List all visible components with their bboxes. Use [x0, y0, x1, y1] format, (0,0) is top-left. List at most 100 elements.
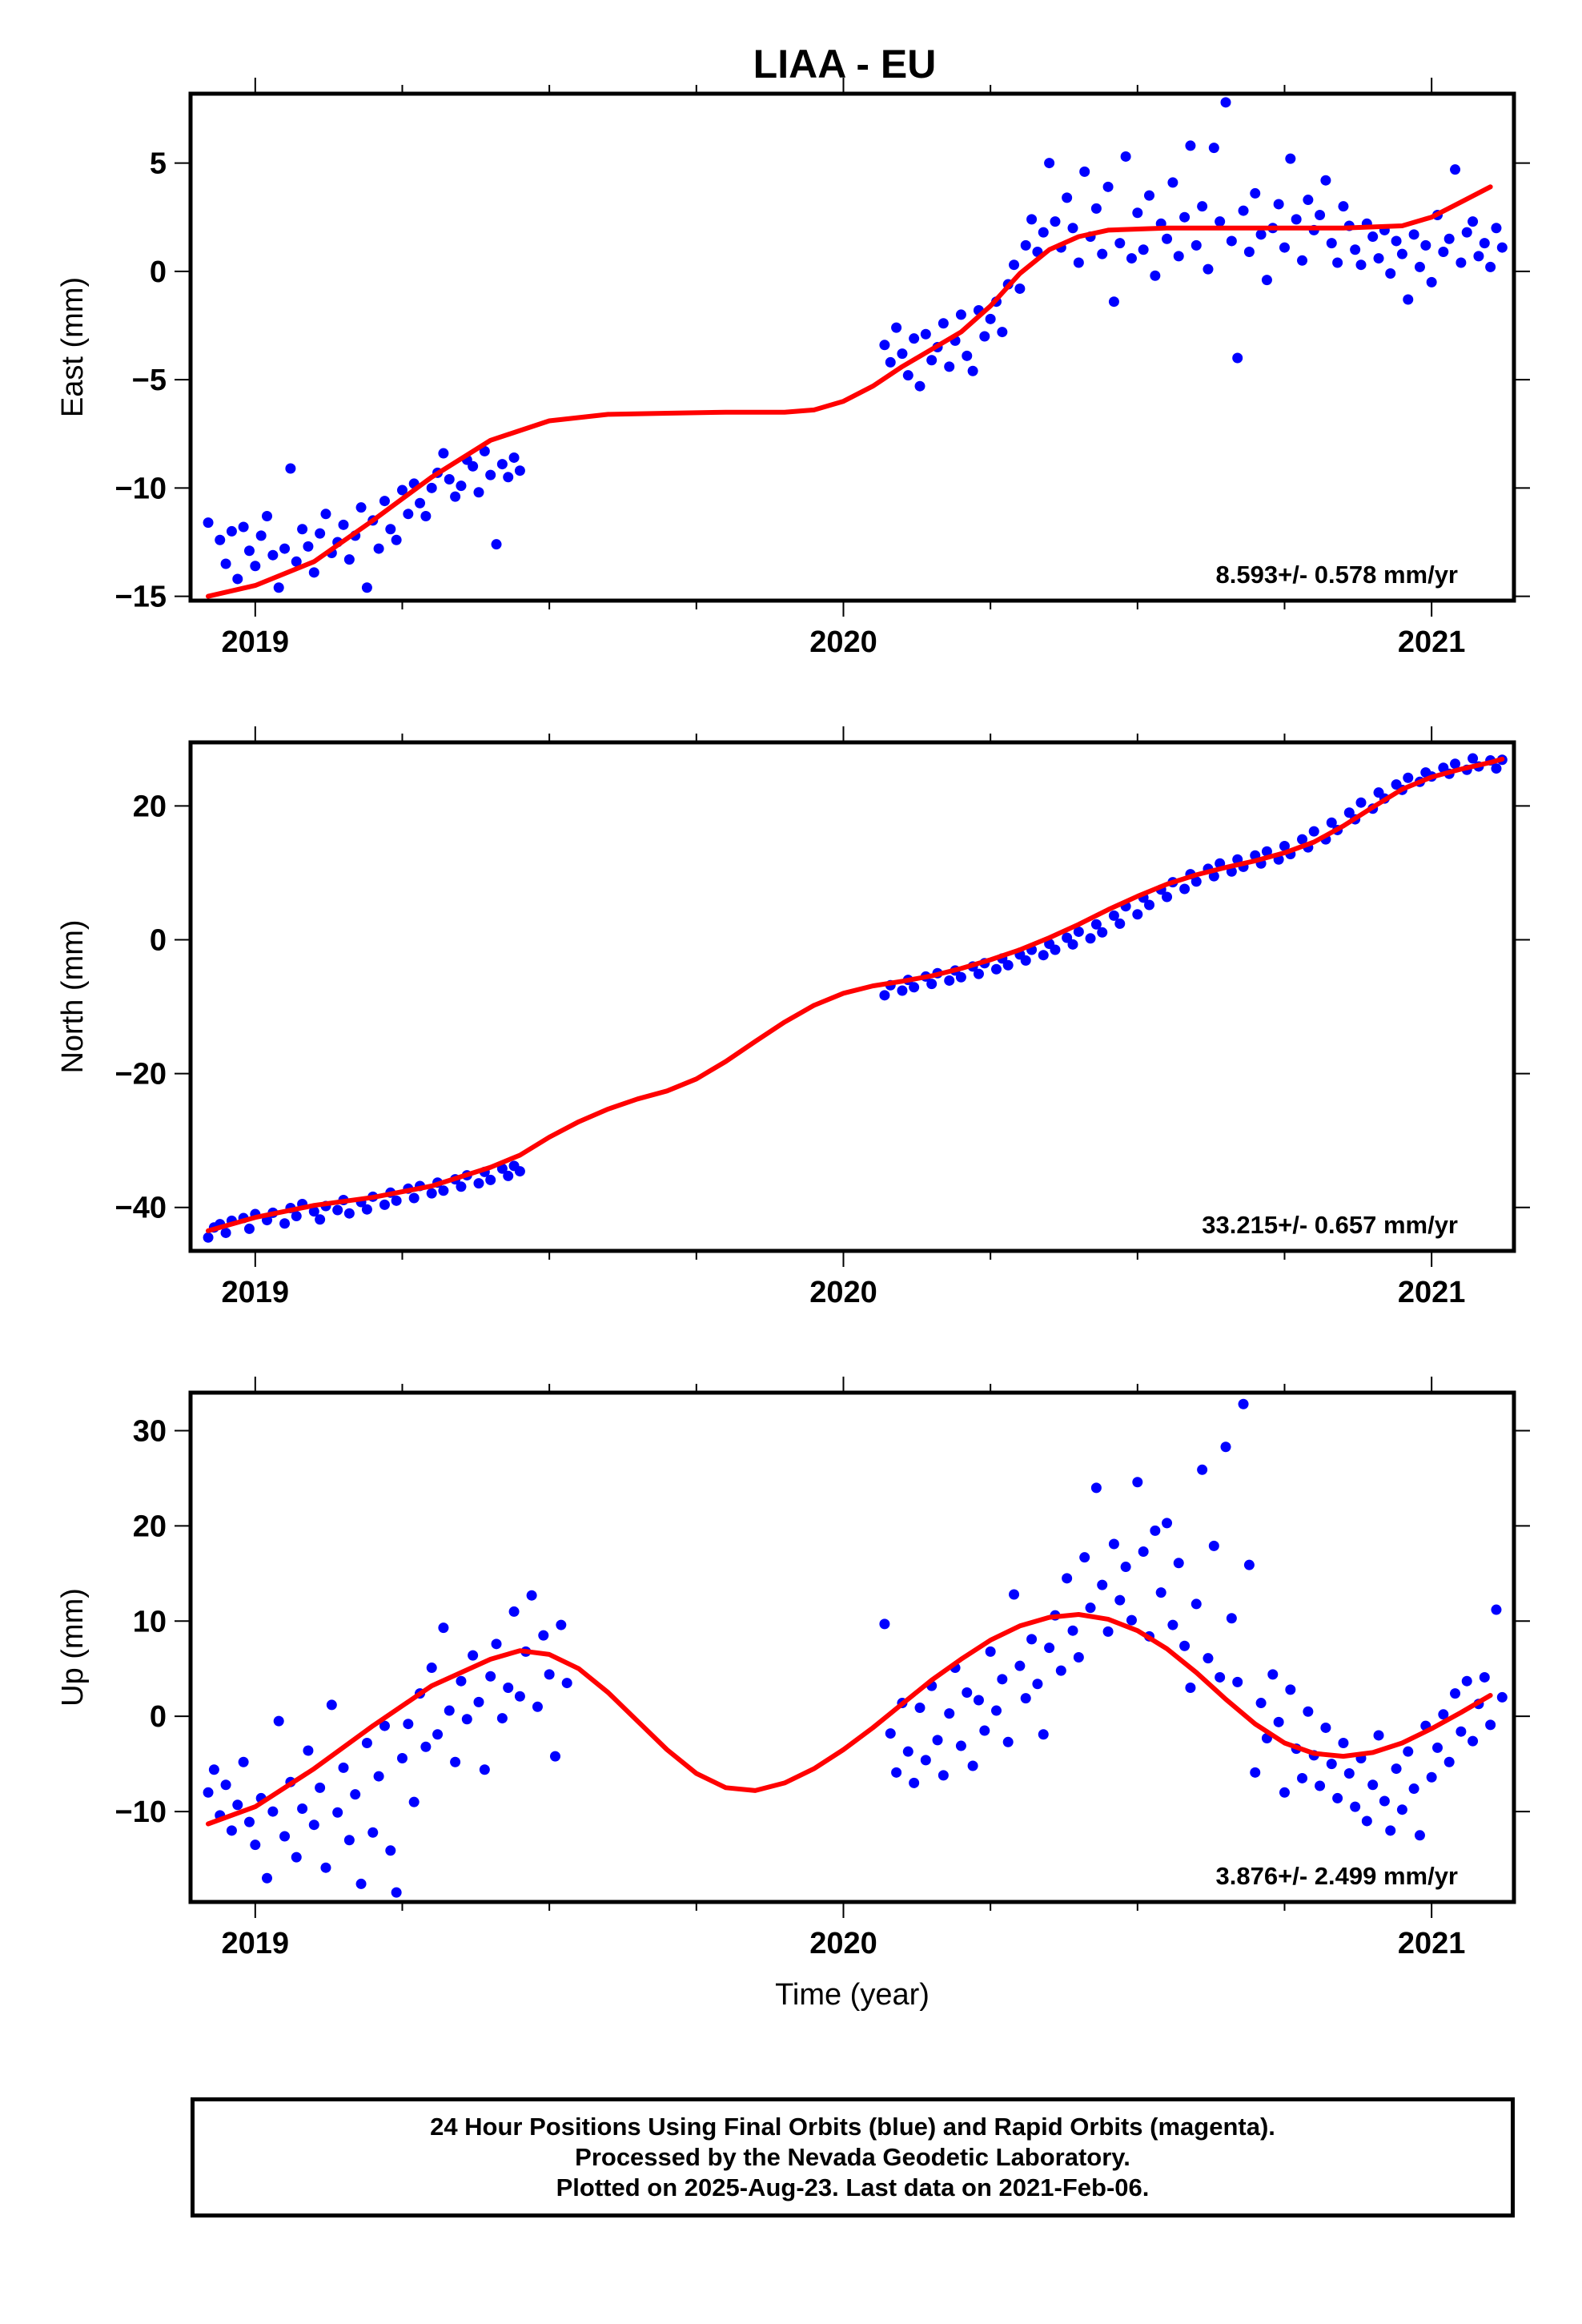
- data-point: [1085, 1602, 1096, 1614]
- data-point: [1297, 255, 1308, 266]
- data-point: [1355, 259, 1367, 271]
- x-tick-label: 2019: [222, 1276, 290, 1309]
- data-point: [297, 1803, 308, 1814]
- data-point: [1226, 1613, 1237, 1624]
- data-point: [979, 1725, 990, 1736]
- data-point: [1308, 826, 1319, 837]
- data-point: [926, 979, 938, 990]
- data-point: [320, 509, 331, 520]
- data-point: [1485, 1719, 1496, 1731]
- data-point: [473, 1696, 484, 1707]
- data-point: [1420, 239, 1431, 251]
- data-point: [1438, 246, 1449, 257]
- x-tick-label: 2021: [1398, 1927, 1466, 1960]
- y-tick-label: −10: [115, 472, 167, 505]
- data-point: [1055, 1665, 1066, 1676]
- data-point: [1373, 1730, 1384, 1741]
- data-point: [250, 561, 261, 572]
- data-point: [479, 1764, 490, 1775]
- data-point: [1208, 1540, 1219, 1551]
- y-tick-label: −20: [115, 1058, 167, 1092]
- data-point: [1144, 190, 1155, 201]
- data-point: [338, 519, 349, 530]
- y-tick-label: −10: [115, 1795, 167, 1829]
- data-point: [1150, 270, 1161, 281]
- data-point: [1226, 235, 1237, 247]
- data-point: [1320, 175, 1331, 186]
- data-point: [1496, 1691, 1508, 1703]
- data-point: [1485, 261, 1496, 272]
- data-point: [1208, 870, 1219, 882]
- data-point: [391, 534, 402, 545]
- data-point: [938, 318, 949, 329]
- data-point: [279, 1831, 291, 1842]
- x-tick-label: 2020: [809, 1276, 877, 1309]
- data-point: [1250, 1767, 1261, 1778]
- data-point: [373, 1771, 384, 1782]
- series-positions-up: [203, 1398, 1508, 1898]
- x-tick-label: 2019: [222, 625, 290, 659]
- data-point: [1203, 263, 1214, 275]
- data-point: [450, 491, 461, 502]
- data-point: [1243, 1559, 1255, 1570]
- data-point: [1020, 955, 1031, 966]
- data-point: [273, 582, 284, 593]
- data-point: [1026, 1634, 1038, 1645]
- footer-line-2: Processed by the Nevada Geodetic Laborat…: [575, 2143, 1130, 2171]
- data-point: [1479, 238, 1490, 249]
- data-point: [491, 539, 502, 550]
- data-point: [1002, 959, 1014, 971]
- data-point: [1179, 1640, 1191, 1651]
- data-point: [1126, 253, 1137, 264]
- data-point: [897, 985, 908, 996]
- data-point: [990, 963, 1002, 975]
- data-point: [508, 452, 520, 463]
- data-point: [456, 1181, 467, 1192]
- data-point: [1279, 841, 1290, 852]
- data-point: [1355, 797, 1367, 808]
- data-point: [396, 485, 408, 496]
- data-point: [1097, 927, 1108, 938]
- data-point: [243, 1223, 255, 1234]
- data-point: [496, 459, 508, 470]
- data-point: [1238, 1398, 1249, 1409]
- plot-frame-up: [188, 1390, 1516, 1904]
- data-point: [962, 1687, 973, 1698]
- fit-curve-north: [206, 756, 1505, 1233]
- data-point: [909, 982, 920, 993]
- data-point: [1426, 1771, 1437, 1783]
- data-point: [415, 497, 426, 509]
- data-point: [967, 1760, 978, 1771]
- data-point: [955, 1740, 966, 1751]
- data-point: [403, 1719, 414, 1730]
- data-point: [461, 1714, 472, 1725]
- data-point: [955, 309, 966, 320]
- data-point: [361, 1204, 372, 1215]
- data-point: [1385, 1825, 1396, 1836]
- data-point: [1132, 207, 1143, 219]
- data-point: [938, 1770, 949, 1781]
- data-point: [203, 517, 214, 529]
- data-point: [485, 1671, 496, 1682]
- data-point: [456, 1675, 467, 1687]
- data-point: [1367, 1779, 1379, 1791]
- data-point: [1097, 1579, 1108, 1590]
- panel-north: 2019 2020 2021 20 0 −20 −40 North (mm) 33.215+/-…: [56, 726, 1530, 1309]
- data-point: [1243, 246, 1255, 257]
- data-point: [238, 1756, 249, 1767]
- y-tick-label: 10: [133, 1605, 167, 1638]
- data-point: [944, 1708, 955, 1719]
- data-point: [1014, 1660, 1026, 1671]
- data-point: [1403, 1746, 1414, 1757]
- data-point: [526, 1590, 537, 1601]
- data-point: [944, 361, 955, 372]
- data-point: [1403, 294, 1414, 305]
- data-point: [243, 1816, 255, 1827]
- data-point: [1179, 211, 1191, 223]
- data-point: [332, 1204, 343, 1216]
- data-point: [343, 1835, 355, 1846]
- data-point: [985, 1646, 996, 1657]
- axis-ticks-north: [175, 726, 1530, 1267]
- y-tick-label: 20: [133, 790, 167, 823]
